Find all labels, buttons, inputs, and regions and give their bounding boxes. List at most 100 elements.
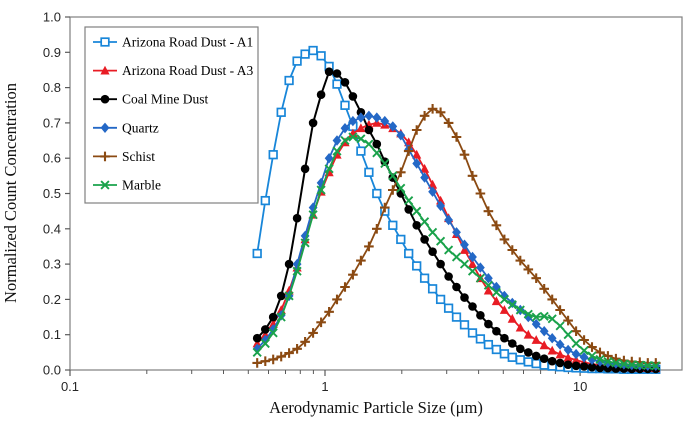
series-marble <box>252 132 661 371</box>
legend-item-arizona-road-dust-a3: Arizona Road Dust - A3 <box>93 63 253 78</box>
x-tick-label: 1 <box>321 379 328 394</box>
marker-x <box>603 356 613 367</box>
marker-x <box>292 266 302 276</box>
marker-plus <box>451 132 462 142</box>
series-line-coal-mine-dust <box>256 70 656 370</box>
marker-diamond <box>555 339 565 350</box>
marker-circle <box>292 213 302 223</box>
marker-circle <box>563 360 573 370</box>
marker-triangle <box>571 355 581 364</box>
marker-circle <box>428 247 437 256</box>
marker-diamond <box>340 123 350 134</box>
marker-x <box>428 227 438 237</box>
marker-x <box>372 148 382 158</box>
marker-x <box>595 354 605 364</box>
legend: Arizona Road Dust - A1 Arizona Road Dust … <box>84 26 259 204</box>
y-axis-title: Normalized Count Concentration <box>1 83 20 303</box>
marker-x <box>412 206 422 216</box>
marker-plus <box>443 118 454 128</box>
marker-diamond <box>372 112 382 123</box>
marker-plus <box>531 273 541 283</box>
marker-plus <box>475 188 486 199</box>
marker-open-square <box>300 49 310 59</box>
marker-plus <box>499 234 510 245</box>
legend-label-schist: Schist <box>122 149 155 164</box>
legend-label-arizona-road-dust-a1: Arizona Road Dust - A1 <box>122 35 253 50</box>
marker-circle <box>372 139 382 149</box>
axes: 0.00.10.20.30.40.50.60.70.80.91.00.1 1 10 <box>43 10 658 394</box>
marker-triangle <box>515 322 525 332</box>
marker-x <box>444 245 454 255</box>
marker-open-square <box>276 107 286 117</box>
x-tick-label: 10 <box>573 379 587 394</box>
y-tick-label: 0.9 <box>43 45 61 60</box>
marker-open-square <box>459 320 470 330</box>
marker-circle <box>340 78 350 87</box>
marker-circle <box>308 118 318 128</box>
marker-plus <box>515 255 526 266</box>
marker-circle <box>300 164 310 174</box>
marker-plus <box>388 185 398 195</box>
marker-diamond <box>348 115 358 127</box>
marker-x <box>555 321 565 331</box>
marker-circle <box>492 326 501 336</box>
marker-plus <box>547 294 557 305</box>
marker-plus <box>587 342 597 352</box>
marker-open-square <box>451 312 462 322</box>
marker-x <box>579 346 589 356</box>
marker-circle <box>404 205 414 214</box>
marker-plus <box>571 326 581 336</box>
marker-open-square <box>252 248 262 259</box>
marker-x <box>619 359 629 369</box>
marker-circle <box>332 69 342 78</box>
legend-box <box>84 26 259 204</box>
marker-triangle <box>499 305 509 314</box>
y-tick-label: 1.0 <box>43 10 61 25</box>
marker-plus <box>316 317 326 328</box>
marker-circle <box>539 354 549 364</box>
marker-x <box>332 146 342 156</box>
marker-diamond <box>436 200 445 212</box>
marker-circle <box>364 125 374 135</box>
marker-open-square <box>100 37 110 47</box>
marker-x <box>651 361 661 371</box>
marker-open-square <box>340 100 350 110</box>
marker-diamond <box>444 214 453 226</box>
marker-x <box>324 164 334 174</box>
marker-diamond <box>571 348 581 360</box>
marker-x <box>491 287 501 297</box>
marker-open-square <box>356 146 366 156</box>
marker-x <box>364 139 374 149</box>
marker-diamond <box>332 135 342 146</box>
marker-circle <box>603 363 613 373</box>
marker-x <box>356 134 366 144</box>
marker-plus <box>356 255 366 266</box>
marker-open-square <box>316 51 326 61</box>
marker-circle <box>412 221 422 230</box>
y-tick-label: 0.5 <box>43 186 61 201</box>
marker-diamond <box>579 352 589 363</box>
marker-x <box>611 358 621 368</box>
marker-plus <box>252 358 262 368</box>
marker-circle <box>261 325 270 334</box>
marker-x <box>563 330 573 340</box>
marker-circle <box>484 319 493 329</box>
marker-x <box>348 132 358 142</box>
marker-x <box>396 183 406 193</box>
marker-plus <box>403 146 414 156</box>
marker-diamond <box>547 333 557 344</box>
marker-circle <box>468 302 477 311</box>
marker-x <box>252 347 262 357</box>
marker-circle <box>420 235 429 244</box>
marker-triangle <box>563 352 573 362</box>
marker-circle <box>452 282 461 292</box>
marker-plus <box>411 125 422 135</box>
marker-x <box>388 171 398 181</box>
marker-circle <box>571 361 581 371</box>
marker-x <box>507 300 517 310</box>
marker-diamond <box>356 112 366 123</box>
marker-circle <box>348 92 358 101</box>
marker-plus <box>308 328 318 338</box>
y-tick-label: 0.6 <box>43 151 61 166</box>
marker-x <box>587 351 597 361</box>
